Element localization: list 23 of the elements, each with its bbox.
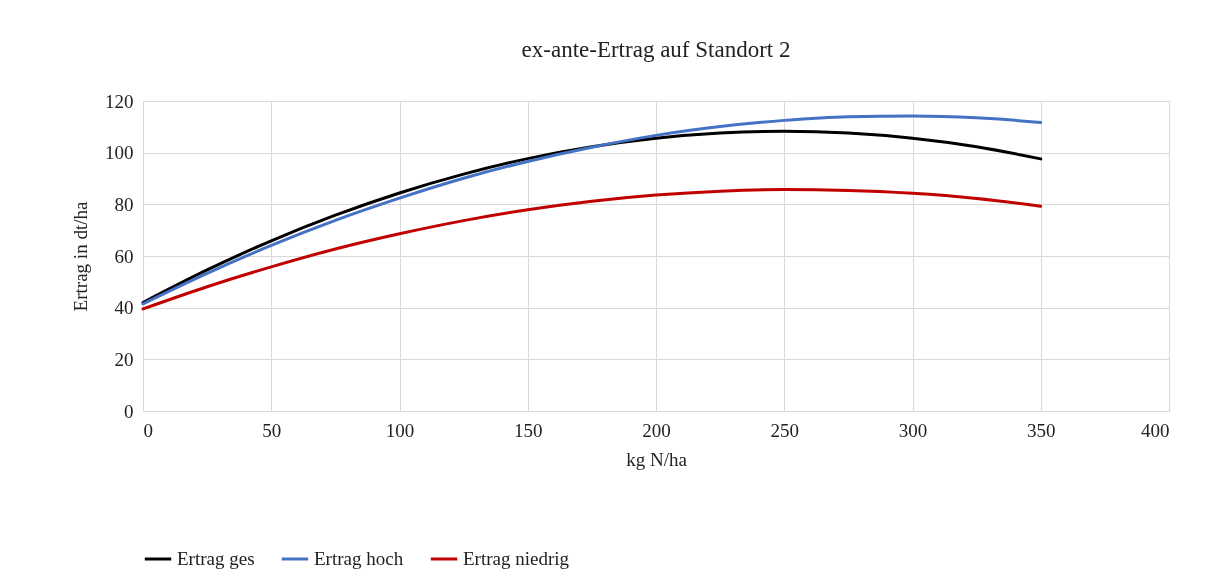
y-tick-label: 120	[105, 90, 134, 112]
y-tick-label: 100	[105, 142, 134, 164]
y-tick-label: 40	[114, 297, 134, 319]
x-tick-label: 200	[642, 419, 671, 441]
y-axis-title: Ertrag in dt/ha	[70, 201, 91, 312]
y-tick-label: 60	[114, 245, 134, 267]
y-tick-label: 80	[114, 193, 134, 215]
legend-label: Ertrag ges	[177, 548, 255, 569]
x-tick-label: 250	[770, 419, 799, 441]
y-tick-label: 20	[114, 348, 134, 370]
line-series	[141, 188, 1043, 311]
x-axis-title: kg N/ha	[626, 448, 688, 470]
legend-label: Ertrag niedrig	[463, 548, 570, 569]
x-tick-label: 350	[1027, 419, 1056, 441]
x-tick-label: 100	[385, 419, 415, 441]
chart-title: ex-ante-Ertrag auf Standort 2	[521, 37, 791, 62]
x-tick-label: 150	[514, 419, 543, 441]
x-tick-label: 400	[1141, 419, 1170, 441]
legend-label: Ertrag hoch	[314, 548, 404, 569]
x-tick-label: 0	[143, 419, 153, 441]
x-tick-label: 300	[898, 419, 928, 441]
y-tick-label: 0	[124, 400, 134, 422]
x-tick-label: 50	[262, 419, 282, 441]
